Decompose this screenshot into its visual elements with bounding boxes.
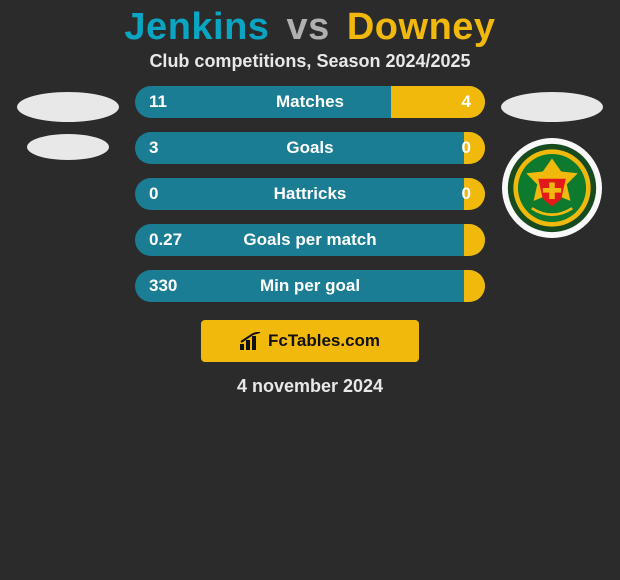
club-crest bbox=[502, 138, 602, 238]
stat-bar: 0.27Goals per match bbox=[135, 224, 485, 256]
left-club-logo-placeholder-1 bbox=[17, 92, 119, 122]
stat-left-value: 0.27 bbox=[149, 230, 182, 250]
stat-left-value: 11 bbox=[149, 92, 167, 112]
stat-right-value: 0 bbox=[462, 184, 471, 204]
right-club-column bbox=[497, 86, 607, 238]
left-club-column bbox=[13, 86, 123, 160]
chart-icon bbox=[240, 332, 262, 350]
stat-bar: 11Matches4 bbox=[135, 86, 485, 118]
stat-bar-fill bbox=[464, 270, 485, 302]
stat-right-value: 4 bbox=[462, 92, 471, 112]
player-1-name: Jenkins bbox=[124, 6, 269, 48]
brand-badge[interactable]: FcTables.com bbox=[201, 320, 419, 362]
player-2-name: Downey bbox=[347, 6, 496, 48]
stat-bar: 330Min per goal bbox=[135, 270, 485, 302]
vs-label: vs bbox=[287, 6, 330, 48]
left-club-logo-placeholder-2 bbox=[27, 134, 109, 160]
crest-icon bbox=[506, 142, 598, 234]
stat-left-value: 0 bbox=[149, 184, 158, 204]
page-title: Jenkins vs Downey bbox=[0, 6, 620, 49]
stat-left-value: 3 bbox=[149, 138, 158, 158]
subtitle: Club competitions, Season 2024/2025 bbox=[0, 51, 620, 72]
stat-label: Min per goal bbox=[135, 276, 485, 296]
stat-left-value: 330 bbox=[149, 276, 177, 296]
root: Jenkins vs Downey Club competitions, Sea… bbox=[0, 0, 620, 397]
stat-bar-fill bbox=[464, 224, 485, 256]
date-label: 4 november 2024 bbox=[0, 376, 620, 397]
stats-block: 11Matches43Goals00Hattricks00.27Goals pe… bbox=[135, 86, 485, 302]
brand-label: FcTables.com bbox=[268, 331, 380, 351]
stat-bar: 3Goals0 bbox=[135, 132, 485, 164]
stat-label: Goals bbox=[135, 138, 485, 158]
right-club-logo-placeholder bbox=[501, 92, 603, 122]
stat-label: Goals per match bbox=[135, 230, 485, 250]
stat-label: Hattricks bbox=[135, 184, 485, 204]
stat-bar: 0Hattricks0 bbox=[135, 178, 485, 210]
content-row: 11Matches43Goals00Hattricks00.27Goals pe… bbox=[0, 86, 620, 302]
stat-right-value: 0 bbox=[462, 138, 471, 158]
